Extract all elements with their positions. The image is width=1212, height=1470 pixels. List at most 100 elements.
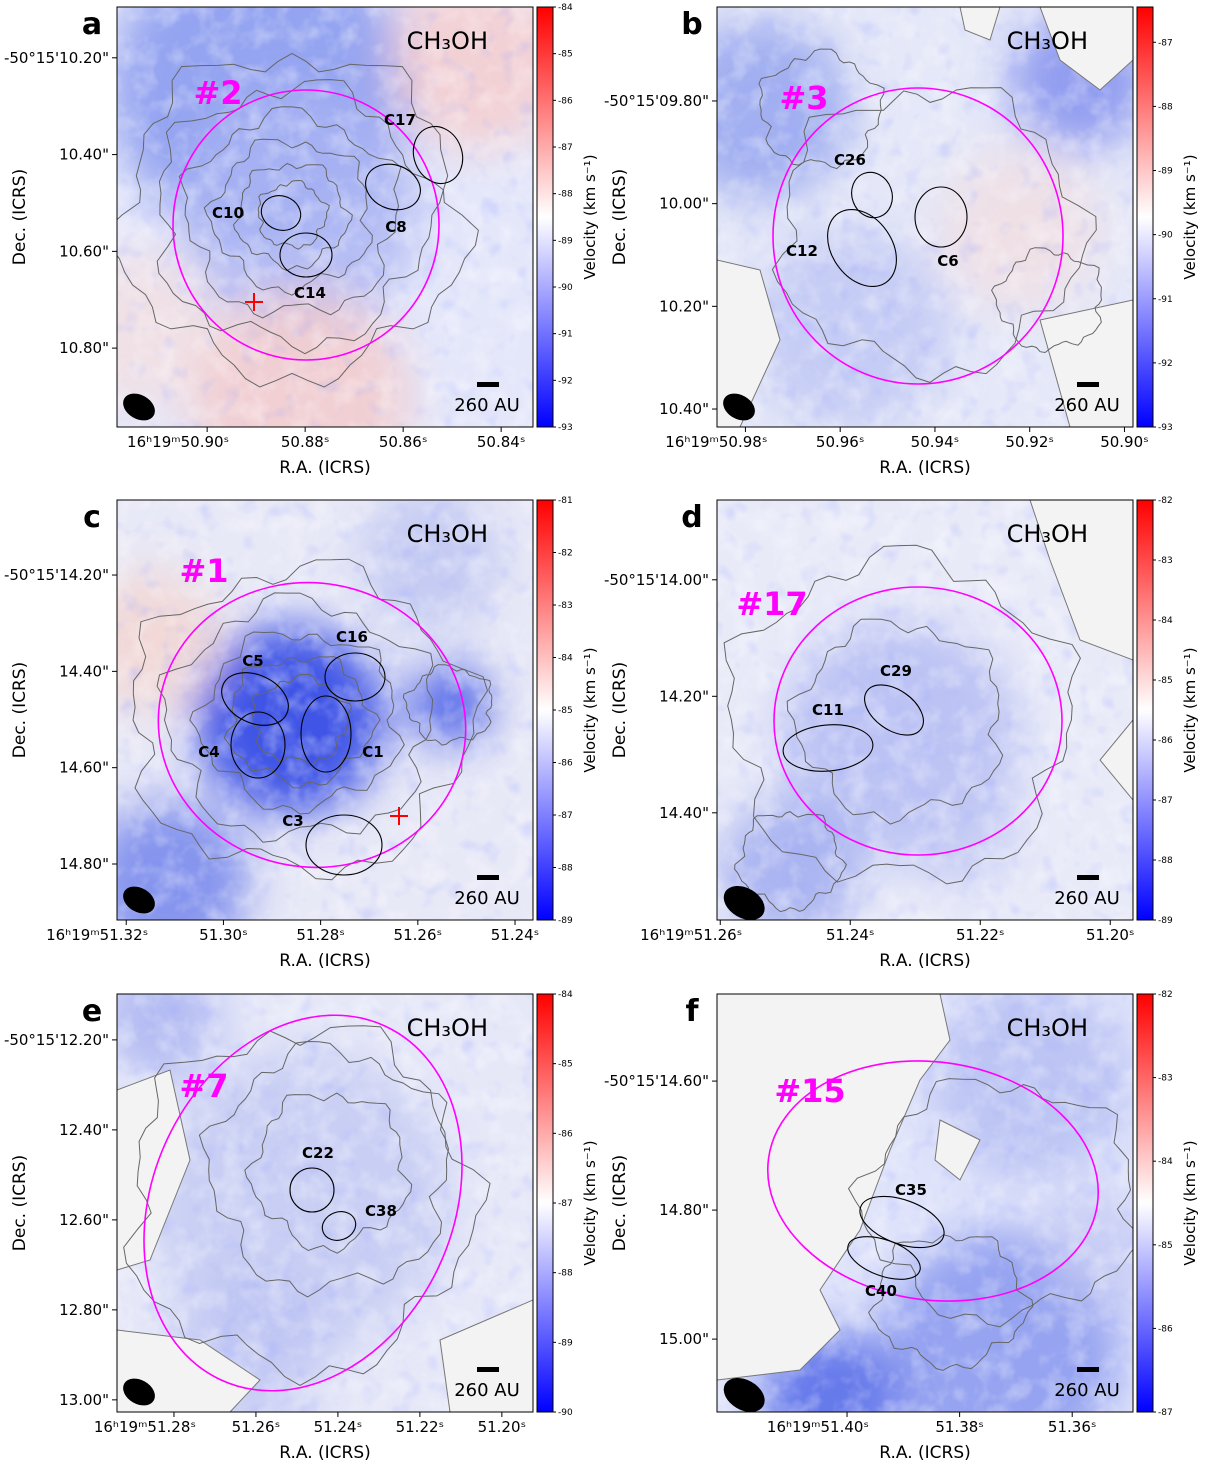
panel: #17 C29 C11 260 AU CH₃OH d 16ʰ19ᵐ51.26ˢ 51.24ˢ 5… (604, 496, 1199, 971)
source-label: C17 (384, 111, 416, 129)
source-ellipse (782, 724, 874, 772)
colorbar (536, 993, 554, 1413)
species-label: CH₃OH (407, 520, 488, 548)
x-tick-label: 16ʰ19ᵐ51.28ˢ (94, 1418, 196, 1436)
masked-area (439, 1299, 533, 1412)
colorbar-label: Velocity (km s⁻¹) (581, 154, 599, 279)
colorbar-tick-label: -88 (1158, 856, 1173, 866)
scale-bar (477, 1367, 499, 1372)
beam (723, 885, 765, 920)
x-axis-label: R.A. (ICRS) (279, 951, 371, 971)
y-axis-label: Dec. (ICRS) (10, 1155, 30, 1251)
x-tick-label: 51.38ˢ (935, 1418, 984, 1436)
panel: #7 C22 C38 260 AU CH₃OH e 16ʰ19ᵐ51.28ˢ 51.26ˢ 51… (4, 990, 599, 1463)
y-tick-label: 12.40" (59, 1121, 109, 1139)
region-ellipse (773, 586, 1063, 856)
x-tick-label: 51.24ˢ (491, 926, 540, 944)
x-tick-label: 16ʰ19ᵐ51.40ˢ (767, 1418, 869, 1436)
colorbar-label: Velocity (km s⁻¹) (1181, 1140, 1199, 1265)
contour (178, 106, 402, 319)
contour (786, 618, 1004, 825)
region-label: #1 (179, 552, 228, 590)
source-label: C5 (242, 652, 263, 670)
source-label: C14 (294, 284, 326, 302)
colorbar-tick-label: -84 (558, 990, 573, 1000)
colorbar-tick-label: -89 (558, 916, 573, 926)
panel-letter: a (82, 7, 102, 42)
colorbar-tick-label: -82 (558, 549, 573, 559)
beam (123, 886, 155, 914)
source-ellipse (321, 1211, 357, 1241)
region-ellipse (157, 581, 467, 869)
colorbar-tick-label: -89 (558, 1338, 573, 1348)
colorbar-tick-label: -92 (558, 376, 573, 386)
x-tick-label: 50.90ˢ (1100, 433, 1149, 451)
colorbar (1136, 6, 1154, 428)
x-tick-label: 51.20ˢ (1086, 926, 1135, 944)
panel-letter: b (681, 7, 702, 42)
map-frame (716, 499, 1134, 921)
y-tick-label: -50°15'14.00" (604, 571, 709, 589)
scale-bar (477, 875, 499, 880)
y-axis-label: Dec. (ICRS) (610, 662, 630, 758)
y-tick-label: 10.40" (59, 146, 109, 164)
region-ellipse (143, 1014, 463, 1392)
y-tick-label: -50°15'14.60" (604, 1072, 709, 1090)
source-label: C3 (282, 812, 303, 830)
source-label: C40 (865, 1282, 897, 1300)
colorbar-label: Velocity (km s⁻¹) (581, 647, 599, 772)
source-label: C1 (362, 743, 383, 761)
y-axis-label: Dec. (ICRS) (10, 662, 30, 758)
region-label: #2 (193, 74, 242, 112)
contour (257, 179, 330, 250)
colorbar-tick-label: -83 (1158, 1074, 1173, 1084)
colorbar-tick-label: -87 (1158, 38, 1173, 48)
source-label: C26 (834, 151, 866, 169)
species-label: CH₃OH (407, 1014, 488, 1042)
map-frame (716, 993, 1134, 1413)
y-tick-label: 10.40" (659, 400, 709, 418)
source-label: C4 (198, 743, 219, 761)
x-tick-label: 50.94ˢ (911, 433, 960, 451)
source-label: C10 (212, 204, 244, 222)
panel-letter: d (681, 500, 702, 535)
contour (847, 1078, 1133, 1328)
y-tick-label: 12.80" (59, 1301, 109, 1319)
panel: #3 C26 C12 C6 260 AU CH₃OH b 16ʰ19ᵐ50.98ˢ 50.96ˢ… (604, 6, 1199, 478)
velocity-map (717, 500, 1133, 920)
colorbar-tick-label: -85 (558, 1060, 573, 1070)
region-label: #7 (179, 1067, 228, 1105)
map-frame (116, 499, 534, 921)
colorbar-tick-label: -90 (558, 1408, 573, 1418)
panel: #2 C10 C14 C8 C17 260 AU CH₃OH a 16ʰ19ᵐ50.90ˢ 50.… (4, 3, 599, 478)
x-tick-label: 16ʰ19ᵐ50.98ˢ (665, 433, 767, 451)
colorbar (1136, 993, 1154, 1413)
colorbar-tick-label: -82 (1158, 496, 1173, 506)
beam (723, 1377, 765, 1412)
source-ellipse (279, 232, 333, 278)
source-label: C35 (895, 1181, 927, 1199)
contour (244, 1092, 413, 1254)
y-tick-label: 10.20" (659, 297, 709, 315)
x-tick-label: 16ʰ19ᵐ50.90ˢ (127, 433, 229, 451)
scale-bar (1077, 382, 1099, 387)
species-label: CH₃OH (407, 27, 488, 55)
y-tick-label: 14.40" (59, 662, 109, 680)
source-ellipse (230, 711, 286, 779)
masked-area (934, 1119, 981, 1181)
scale-bar-label: 260 AU (454, 888, 520, 909)
y-tick-label: 10.00" (659, 195, 709, 213)
colorbar-tick-label: -90 (1158, 231, 1173, 241)
x-axis-label: R.A. (ICRS) (879, 1443, 971, 1463)
contour (198, 1040, 450, 1298)
source-label: C11 (812, 701, 844, 719)
y-tick-label: 10.80" (59, 339, 109, 357)
scale-bar (477, 382, 499, 387)
source-label: C29 (880, 662, 912, 680)
region-ellipse (772, 87, 1064, 385)
masked-area (1099, 719, 1133, 801)
colorbar-tick-label: -90 (558, 283, 573, 293)
source-ellipse (260, 195, 302, 231)
scale-bar-label: 260 AU (1054, 1380, 1120, 1401)
position-cross (245, 293, 263, 311)
